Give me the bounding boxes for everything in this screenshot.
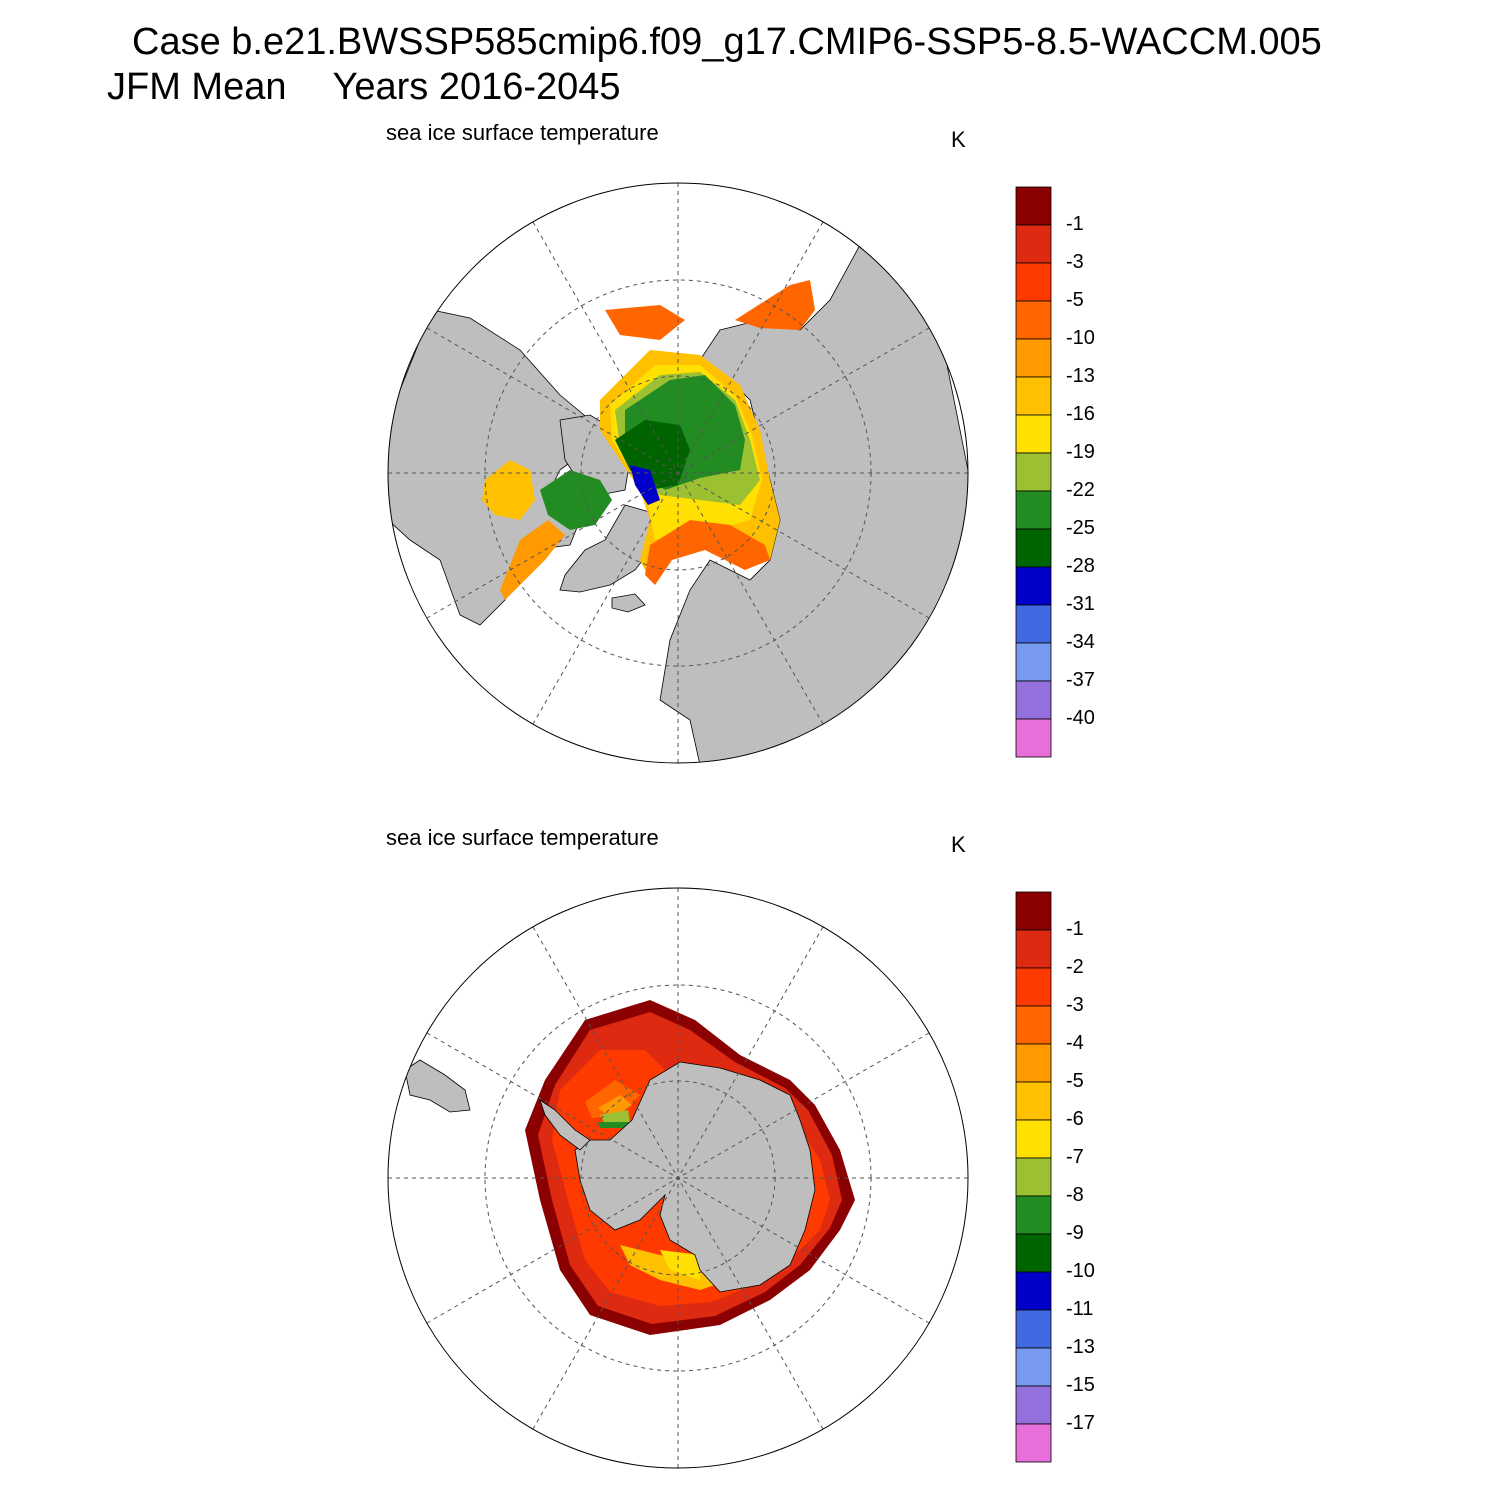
nh-units-label: K <box>951 127 966 152</box>
colorbar-box <box>1015 1043 1052 1083</box>
colorbar-tick-label: -13 <box>1066 365 1095 387</box>
colorbar-tick-label: -4 <box>1066 1032 1084 1054</box>
colorbar-box <box>1015 414 1052 454</box>
colorbar-box <box>1015 224 1052 264</box>
season-label: JFM Mean <box>107 66 287 108</box>
colorbar-tick-label: -19 <box>1066 441 1095 463</box>
sh-land-antarctic-peninsula <box>539 1099 591 1151</box>
colorbar-box <box>1015 1081 1052 1121</box>
colorbar-tick-label: -34 <box>1066 631 1095 653</box>
nh-sea-ice <box>482 280 815 600</box>
colorbar-box <box>1015 1385 1052 1425</box>
colorbar-box <box>1015 376 1052 416</box>
colorbar-box <box>1015 1195 1052 1235</box>
colorbar-tick-label: -7 <box>1066 1146 1084 1168</box>
colorbar-tick-label: -3 <box>1066 994 1084 1016</box>
colorbar-box <box>1015 929 1052 969</box>
colorbar-box <box>1015 262 1052 302</box>
nh-panel-title: sea ice surface temperature <box>386 120 659 145</box>
colorbar-tick-label: -28 <box>1066 555 1095 577</box>
season-title: JFM Mean Years 2016-2045 <box>107 67 621 107</box>
colorbar-box <box>1015 338 1052 378</box>
colorbar-tick-label: -31 <box>1066 593 1095 615</box>
colorbar-tick-label: -11 <box>1066 1298 1094 1320</box>
colorbar-tick-label: -10 <box>1066 1260 1095 1282</box>
colorbar-box <box>1015 1233 1052 1273</box>
colorbar-box <box>1015 300 1052 340</box>
colorbar-tick-label: -10 <box>1066 327 1095 349</box>
colorbar-tick-label: -2 <box>1066 956 1084 978</box>
years-label: Years 2016-2045 <box>332 66 621 108</box>
colorbar-tick-label: -3 <box>1066 251 1084 273</box>
colorbar-tick-label: -15 <box>1066 1374 1095 1396</box>
colorbar-box <box>1015 1157 1052 1197</box>
colorbar-box <box>1015 642 1052 682</box>
sh-colorbar <box>1015 891 1052 1463</box>
colorbar-box <box>1015 680 1052 720</box>
colorbar-box <box>1015 1119 1052 1159</box>
colorbar-tick-label: -8 <box>1066 1184 1084 1206</box>
colorbar-box <box>1015 186 1052 226</box>
colorbar-box <box>1015 528 1052 568</box>
colorbar-tick-label: -37 <box>1066 669 1095 691</box>
sh-units-label: K <box>951 832 966 857</box>
colorbar-tick-label: -1 <box>1066 213 1084 235</box>
nh-graticule <box>388 183 968 763</box>
colorbar-box <box>1015 1309 1052 1349</box>
colorbar-tick-label: -17 <box>1066 1412 1095 1434</box>
colorbar-box <box>1015 967 1052 1007</box>
colorbar-box <box>1015 1423 1052 1463</box>
colorbar-tick-label: -22 <box>1066 479 1095 501</box>
colorbar-tick-label: -9 <box>1066 1222 1084 1244</box>
colorbar-tick-label: -5 <box>1066 289 1084 311</box>
nh-land-iceland <box>611 593 646 613</box>
case-title: Case b.e21.BWSSP585cmip6.f09_g17.CMIP6-S… <box>132 21 1322 63</box>
colorbar-box <box>1015 566 1052 606</box>
sh-panel-title: sea ice surface temperature <box>386 825 659 850</box>
colorbar-box <box>1015 1347 1052 1387</box>
colorbar-box <box>1015 452 1052 492</box>
sh-map-border <box>387 887 969 1469</box>
colorbar-box <box>1015 1271 1052 1311</box>
nh-map <box>387 182 969 764</box>
nh-map-border <box>387 182 969 764</box>
colorbar-tick-label: -40 <box>1066 707 1095 729</box>
colorbar-tick-label: -1 <box>1066 918 1084 940</box>
colorbar-box <box>1015 891 1052 931</box>
colorbar-tick-label: -13 <box>1066 1336 1095 1358</box>
sh-map <box>387 887 969 1469</box>
nh-colorbar <box>1015 186 1052 758</box>
colorbar-tick-label: -16 <box>1066 403 1095 425</box>
colorbar-tick-label: -6 <box>1066 1108 1084 1130</box>
sh-land-south-america <box>404 1059 471 1113</box>
colorbar-box <box>1015 490 1052 530</box>
colorbar-box <box>1015 718 1052 758</box>
colorbar-tick-label: -5 <box>1066 1070 1084 1092</box>
colorbar-tick-label: -25 <box>1066 517 1095 539</box>
colorbar-box <box>1015 1005 1052 1045</box>
sh-graticule <box>388 888 968 1468</box>
colorbar-box <box>1015 604 1052 644</box>
